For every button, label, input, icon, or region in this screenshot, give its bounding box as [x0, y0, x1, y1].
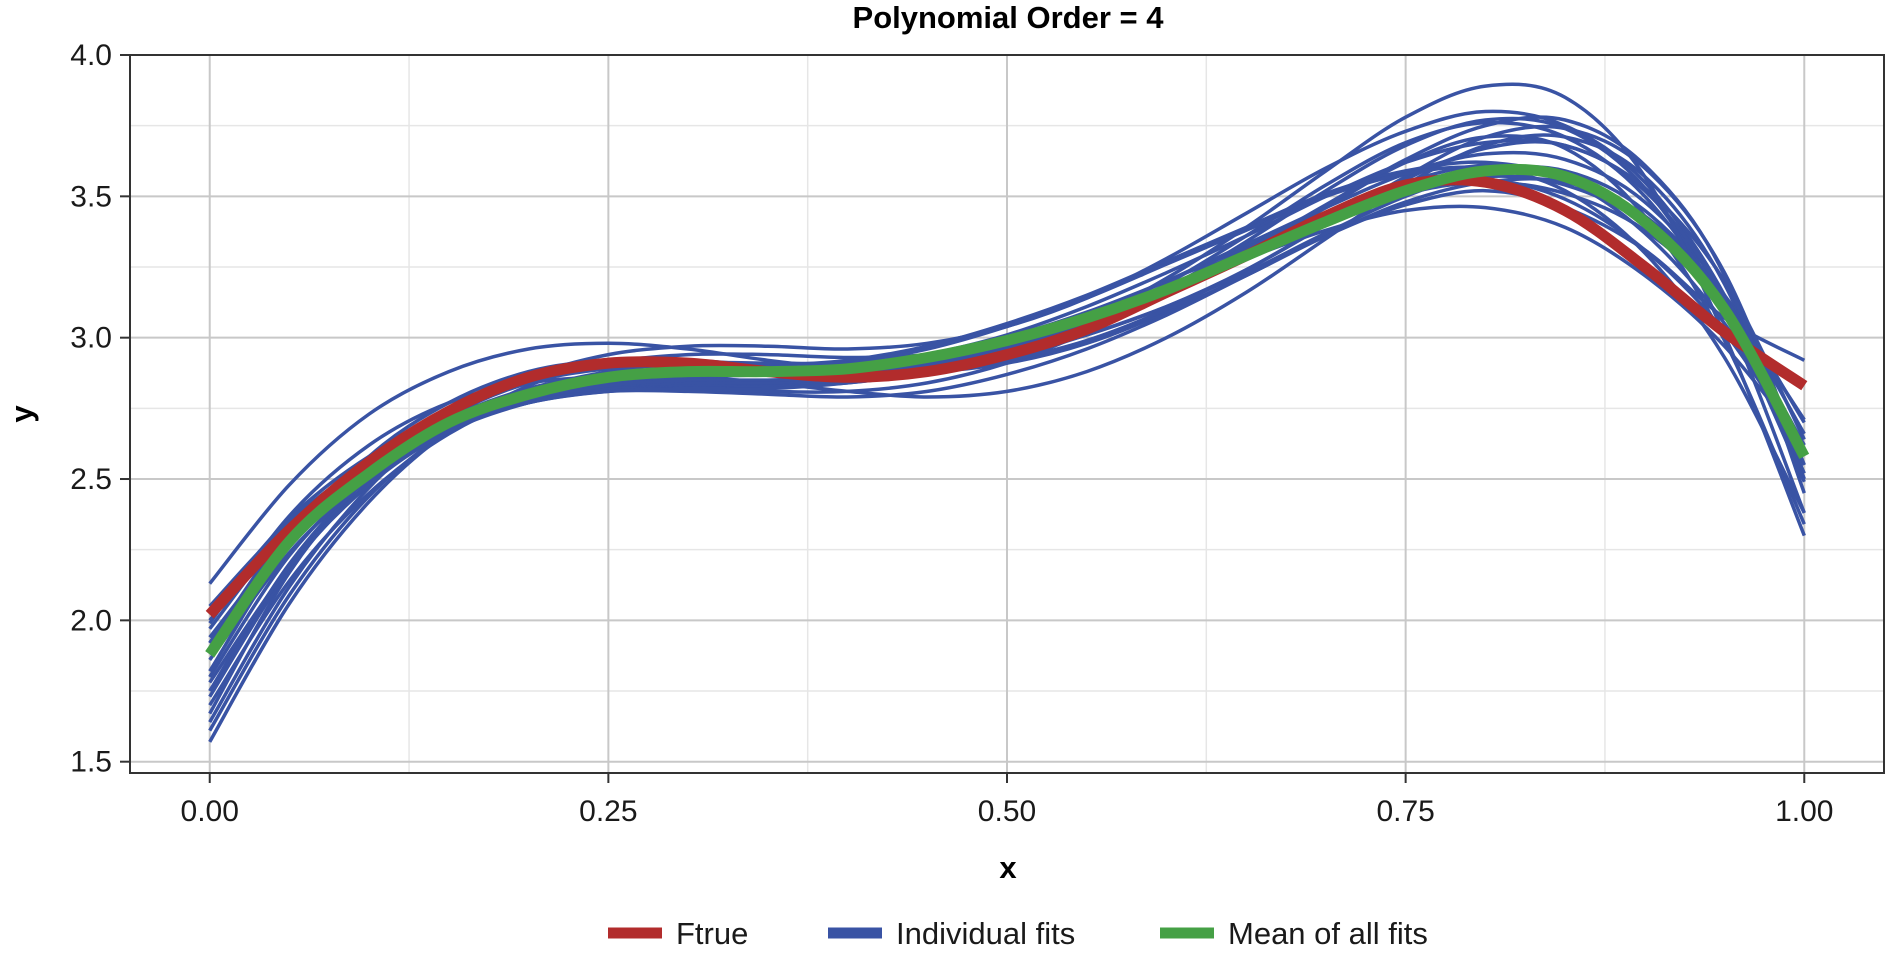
x-tick-label: 1.00: [1775, 795, 1833, 828]
x-axis-title: x: [999, 850, 1017, 885]
x-tick-label: 0.75: [1376, 795, 1434, 828]
x-tick-label: 0.00: [181, 795, 239, 828]
y-tick-label: 2.0: [70, 604, 112, 637]
x-tick-label: 0.25: [579, 795, 637, 828]
legend-label: Individual fits: [896, 916, 1075, 951]
x-tick-label: 0.50: [978, 795, 1036, 828]
legend-label: Mean of all fits: [1228, 916, 1428, 951]
individual-fit-line: [208, 82, 1806, 684]
mean-fit-line: [205, 163, 1810, 658]
y-tick-label: 1.5: [70, 746, 112, 779]
legend-item: Ftrue: [608, 916, 748, 951]
y-tick-label: 3.5: [70, 180, 112, 213]
y-axis-title: y: [4, 405, 39, 423]
legend: Ftrue Individual fits Mean of all fits: [608, 916, 1428, 951]
y-tick-label: 2.5: [70, 463, 112, 496]
legend-item: Individual fits: [828, 916, 1075, 951]
series-group: [205, 163, 1810, 658]
legend-item: Mean of all fits: [1160, 916, 1428, 951]
ftrue-line: [205, 174, 1808, 619]
y-tick-label: 4.0: [70, 39, 112, 72]
axis-ticks: 0.00 0.25 0.50 0.75 1.00 1.5 2.0 2.5 3.0 3.5 4.0: [70, 39, 1833, 828]
y-tick-label: 3.0: [70, 322, 112, 355]
chart-title: Polynomial Order = 4: [853, 0, 1165, 35]
legend-label: Ftrue: [676, 916, 748, 951]
individual-fit-line: [208, 133, 1806, 707]
